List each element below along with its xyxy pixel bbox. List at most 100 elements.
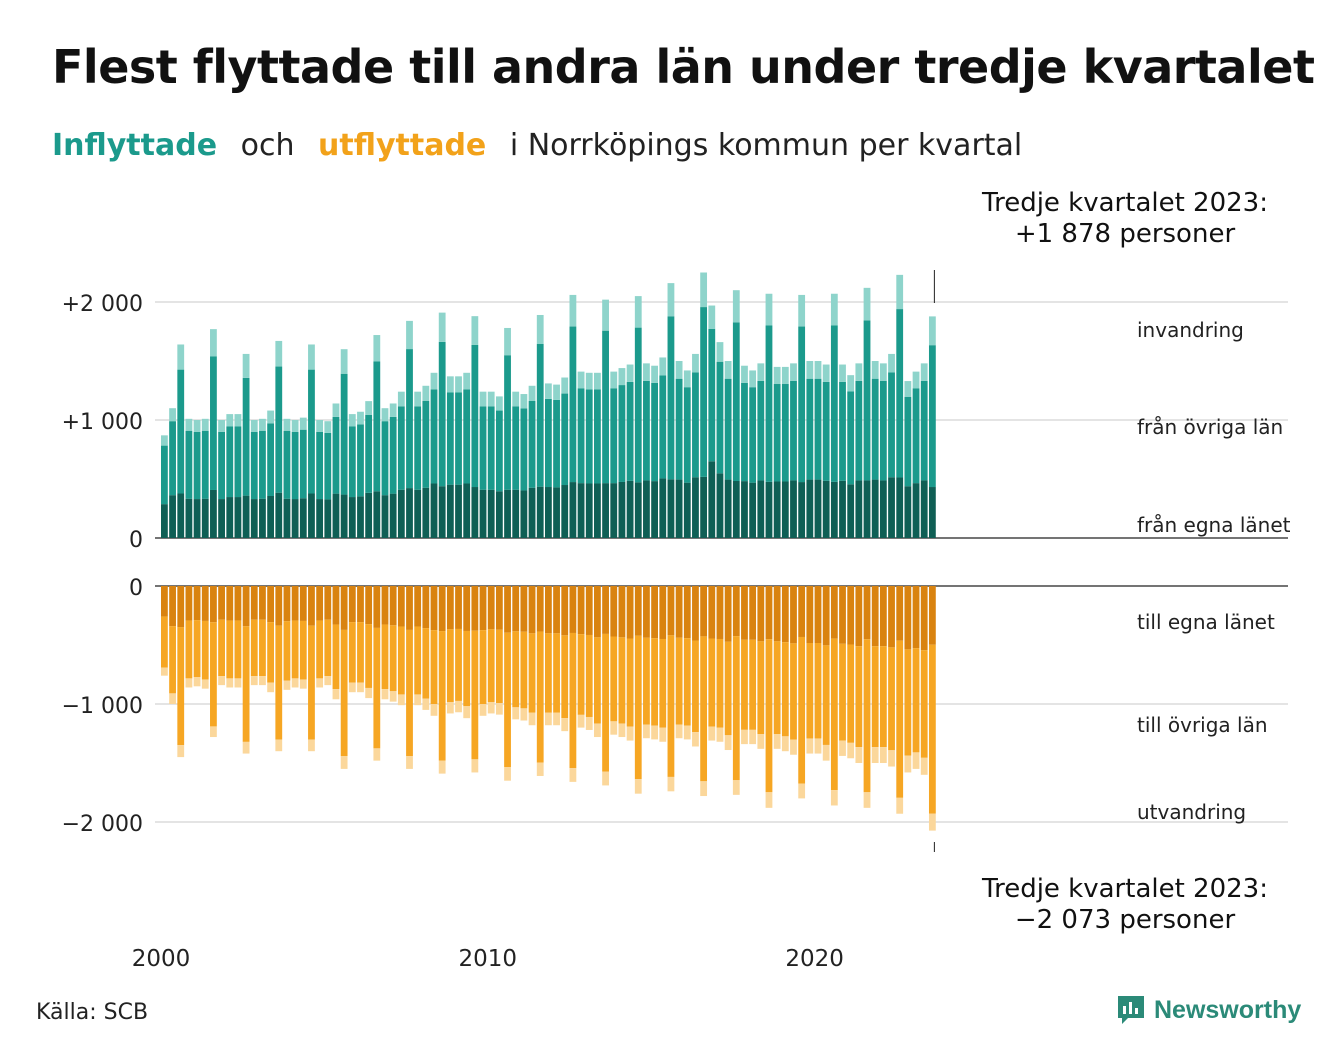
outflow-own-county-bar bbox=[373, 586, 381, 628]
outflow-other-counties-bar bbox=[389, 625, 397, 692]
outflow-emigration-bar bbox=[692, 732, 699, 747]
outflow-other-counties-bar bbox=[667, 635, 675, 777]
outflow-emigration-bar bbox=[348, 682, 356, 693]
outflow-own-county-bar bbox=[422, 586, 430, 629]
outflow-own-county-bar bbox=[814, 586, 822, 643]
logo-chart-icon bbox=[1118, 996, 1144, 1024]
inflow-own-county-bar bbox=[879, 480, 887, 538]
inflow-immigration-bar bbox=[177, 344, 185, 370]
outflow-other-counties-bar bbox=[741, 639, 748, 730]
outflow-emigration-bar bbox=[602, 771, 609, 786]
inflow-own-county-bar bbox=[438, 486, 446, 538]
outflow-own-county-bar bbox=[847, 586, 855, 645]
outflow-other-counties-bar bbox=[626, 638, 634, 727]
outflow-own-county-bar bbox=[406, 586, 413, 630]
outflow-emigration-bar bbox=[773, 734, 781, 749]
inflow-immigration-bar bbox=[446, 376, 454, 393]
inflow-own-county-bar bbox=[218, 499, 225, 538]
outflow-emigration-bar bbox=[357, 682, 364, 693]
outflow-other-counties-bar bbox=[446, 629, 454, 702]
annotation-top-line2: +1 878 personer bbox=[1014, 219, 1236, 249]
inflow-other-counties-bar bbox=[912, 388, 920, 484]
outflow-other-counties-bar bbox=[675, 637, 683, 725]
outflow-own-county-bar bbox=[332, 586, 340, 625]
outflow-other-counties-bar bbox=[757, 641, 765, 735]
outflow-other-counties-bar bbox=[708, 638, 716, 727]
inflow-other-counties-bar bbox=[626, 381, 634, 481]
outflow-emigration-bar bbox=[553, 712, 560, 726]
outflow-other-counties-bar bbox=[495, 629, 503, 704]
outflow-own-county-bar bbox=[283, 586, 291, 622]
annotation-bottom: Tredje kvartalet 2023: −2 073 personer bbox=[945, 874, 1305, 936]
outflow-emigration-bar bbox=[250, 676, 258, 686]
outflow-other-counties-bar bbox=[659, 638, 667, 728]
outflow-other-counties-bar bbox=[291, 620, 299, 679]
x-tick-label: 2020 bbox=[785, 946, 844, 972]
outflow-own-county-bar bbox=[234, 586, 242, 621]
out-series-label: utvandring bbox=[1137, 800, 1246, 824]
inflow-own-county-bar bbox=[659, 478, 667, 538]
inflow-own-county-bar bbox=[683, 482, 691, 538]
outflow-emigration-bar bbox=[798, 783, 806, 799]
inflow-other-counties-bar bbox=[839, 381, 846, 481]
outflow-emigration-bar bbox=[634, 779, 642, 794]
outflow-own-county-bar bbox=[544, 586, 552, 634]
outflow-own-county-bar bbox=[708, 586, 716, 639]
inflow-immigration-bar bbox=[634, 296, 642, 328]
inflow-other-counties-bar bbox=[397, 406, 405, 490]
outflow-other-counties-bar bbox=[201, 620, 209, 680]
inflow-other-counties-bar bbox=[585, 389, 593, 484]
outflow-emigration-bar bbox=[373, 748, 381, 761]
outflow-own-county-bar bbox=[446, 586, 454, 630]
inflow-immigration-bar bbox=[397, 391, 405, 407]
inflow-own-county-bar bbox=[169, 495, 176, 538]
outflow-emigration-bar bbox=[536, 762, 544, 776]
outflow-own-county-bar bbox=[863, 586, 871, 640]
inflow-own-county-bar bbox=[291, 499, 299, 538]
outflow-emigration-bar bbox=[847, 742, 855, 759]
inflow-immigration-bar bbox=[879, 363, 887, 381]
inflow-immigration-bar bbox=[283, 418, 291, 431]
outflow-emigration-bar bbox=[308, 739, 315, 752]
inflow-own-county-bar bbox=[749, 482, 757, 538]
inflow-other-counties-bar bbox=[847, 391, 855, 485]
inflow-own-county-bar bbox=[912, 483, 920, 538]
inflow-other-counties-bar bbox=[340, 373, 348, 495]
inflow-other-counties-bar bbox=[896, 309, 904, 478]
inflow-immigration-bar bbox=[610, 371, 618, 389]
outflow-own-county-bar bbox=[716, 586, 724, 639]
inflow-immigration-bar bbox=[626, 364, 634, 382]
inflow-immigration-bar bbox=[692, 353, 699, 373]
inflow-own-county-bar bbox=[324, 499, 332, 538]
outflow-own-county-bar bbox=[528, 586, 536, 634]
inflow-own-county-bar bbox=[871, 479, 879, 538]
outflow-other-counties-bar bbox=[332, 624, 340, 690]
outflow-emigration-bar bbox=[610, 721, 618, 735]
inflow-immigration-bar bbox=[332, 403, 340, 417]
inflow-own-county-bar bbox=[553, 487, 560, 538]
inflow-other-counties-bar bbox=[226, 426, 234, 498]
outflow-own-county-bar bbox=[781, 586, 789, 643]
inflow-immigration-bar bbox=[234, 414, 242, 427]
outflow-other-counties-bar bbox=[283, 621, 291, 681]
outflow-emigration-bar bbox=[324, 676, 332, 686]
outflow-emigration-bar bbox=[397, 694, 405, 706]
outflow-own-county-bar bbox=[291, 586, 299, 621]
inflow-own-county-bar bbox=[594, 483, 601, 538]
inflow-other-counties-bar bbox=[692, 372, 699, 478]
outflow-emigration-bar bbox=[544, 712, 552, 726]
inflow-own-county-bar bbox=[773, 481, 781, 538]
inflow-other-counties-bar bbox=[414, 406, 422, 490]
outflow-own-county-bar bbox=[667, 586, 675, 636]
inflow-immigration-bar bbox=[659, 357, 667, 376]
series-labels: från egna länet från övriga län invandring… bbox=[1137, 318, 1291, 824]
outflow-emigration-bar bbox=[741, 729, 748, 745]
inflow-other-counties-bar bbox=[332, 416, 340, 494]
outflow-other-counties-bar bbox=[161, 616, 168, 668]
outflow-other-counties-bar bbox=[683, 638, 691, 726]
outflow-own-county-bar bbox=[651, 586, 658, 639]
inflow-immigration-bar bbox=[716, 342, 724, 362]
inflow-other-counties-bar bbox=[193, 431, 201, 500]
outflow-other-counties-bar bbox=[643, 637, 650, 725]
inflow-other-counties-bar bbox=[602, 330, 609, 484]
